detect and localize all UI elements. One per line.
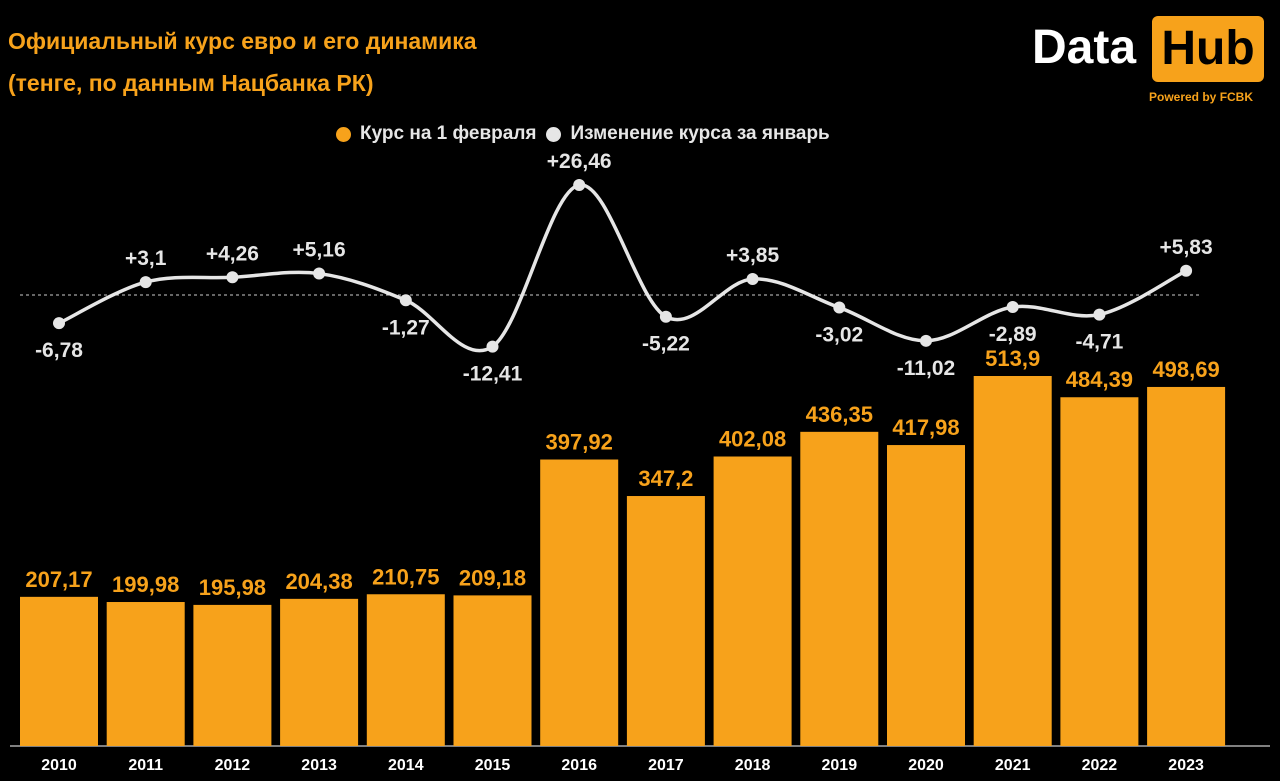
bar-2011 (106, 602, 185, 746)
change-line (58, 183, 1187, 353)
change-point-2012 (226, 271, 239, 284)
change-label-2016: +26,46 (547, 150, 612, 173)
legend-dot-white (546, 126, 562, 142)
change-point-2011 (139, 276, 152, 289)
change-label-2017: -5,22 (642, 333, 690, 356)
legend-item-change: Изменение курса за январь (546, 123, 830, 145)
x-tick-2018: 2018 (735, 757, 771, 774)
x-tick-2020: 2020 (908, 757, 944, 774)
change-label-2012: +4,26 (206, 242, 259, 265)
x-tick-2021: 2021 (995, 757, 1031, 774)
x-tick-2011: 2011 (128, 757, 163, 774)
change-label-2019: -3,02 (815, 324, 863, 347)
change-label-2021: -2,89 (989, 323, 1037, 346)
change-point-2018 (746, 272, 759, 285)
bar-label-2012: 195,98 (199, 575, 266, 600)
change-point-2017 (659, 310, 672, 323)
bar-label-2014: 210,75 (372, 564, 439, 589)
bar-2013 (280, 598, 359, 746)
x-tick-2023: 2023 (1168, 757, 1204, 774)
datahub-logo: Data Hub Powered by FCBK (1032, 16, 1264, 106)
bar-2017 (626, 496, 705, 746)
x-tick-2015: 2015 (475, 757, 511, 774)
change-label-2010: -6,78 (35, 339, 83, 362)
change-label-2013: +5,16 (293, 239, 346, 262)
bar-2020 (887, 445, 965, 746)
change-point-2020 (920, 334, 932, 347)
change-point-2016 (573, 179, 586, 191)
change-label-2018: +3,85 (726, 244, 779, 267)
change-point-2019 (833, 301, 846, 314)
bar-label-2016: 397,92 (546, 430, 613, 455)
bar-2015 (453, 595, 532, 746)
change-label-2023: +5,83 (1160, 236, 1213, 259)
chart-subtitle: (тенге, по данным Нацбанка РК) (8, 70, 374, 96)
x-tick-2019: 2019 (822, 757, 858, 774)
bar-label-2018: 402,08 (719, 427, 786, 452)
bar-2021 (973, 376, 1052, 746)
chart-legend: Курс на 1 февраля Изменение курса за янв… (336, 122, 840, 146)
change-point-2013 (313, 267, 326, 280)
bar-label-2023: 498,69 (1152, 357, 1219, 382)
bar-2018 (713, 456, 792, 746)
legend-dot-orange (336, 126, 351, 142)
bar-2016 (540, 459, 619, 746)
legend-label-change: Изменение курса за январь (570, 123, 830, 144)
bar-2019 (800, 431, 879, 746)
x-tick-2013: 2013 (301, 757, 337, 774)
change-point-2015 (486, 340, 499, 353)
bar-2010 (20, 596, 98, 746)
bar-label-2021: 513,9 (985, 346, 1040, 371)
bar-label-2017: 347,2 (638, 466, 693, 491)
bar-label-2015: 209,18 (459, 565, 526, 590)
bar-label-2020: 417,98 (892, 415, 959, 440)
x-tick-2014: 2014 (388, 757, 424, 774)
change-point-2010 (53, 317, 65, 330)
change-label-2022: -4,71 (1075, 331, 1123, 354)
change-point-2014 (399, 294, 412, 307)
legend-label-rate: Курс на 1 февраля (360, 123, 537, 144)
bar-label-2011: 199,98 (112, 572, 179, 597)
change-label-2011: +3,1 (125, 247, 167, 270)
logo-data-text: Data (1032, 21, 1137, 74)
change-point-2022 (1093, 308, 1106, 321)
change-label-2014: -1,27 (382, 316, 430, 339)
change-label-2015: -12,41 (463, 363, 523, 386)
x-tick-2012: 2012 (215, 757, 251, 774)
logo-powered-text: Powered by FCBK (1149, 90, 1254, 104)
chart-title: Официальный курс евро и его динамика (8, 28, 477, 54)
bar-2023 (1147, 386, 1226, 746)
bar-2012 (193, 604, 272, 746)
bar-label-2013: 204,38 (285, 569, 352, 594)
bar-label-2019: 436,35 (806, 402, 873, 427)
x-tick-2010: 2010 (41, 757, 77, 774)
change-label-2020: -11,02 (897, 357, 955, 380)
x-tick-2017: 2017 (648, 757, 684, 774)
logo-hub-text: Hub (1152, 16, 1264, 82)
bar-2014 (366, 594, 445, 746)
bar-label-2010: 207,17 (25, 567, 92, 592)
change-point-2021 (1006, 301, 1019, 314)
bar-2022 (1060, 397, 1139, 746)
x-tick-2016: 2016 (561, 757, 597, 774)
x-tick-2022: 2022 (1082, 757, 1118, 774)
change-point-2023 (1180, 264, 1193, 277)
legend-item-rate: Курс на 1 февраля (336, 123, 536, 145)
bar-label-2022: 484,39 (1066, 367, 1133, 392)
